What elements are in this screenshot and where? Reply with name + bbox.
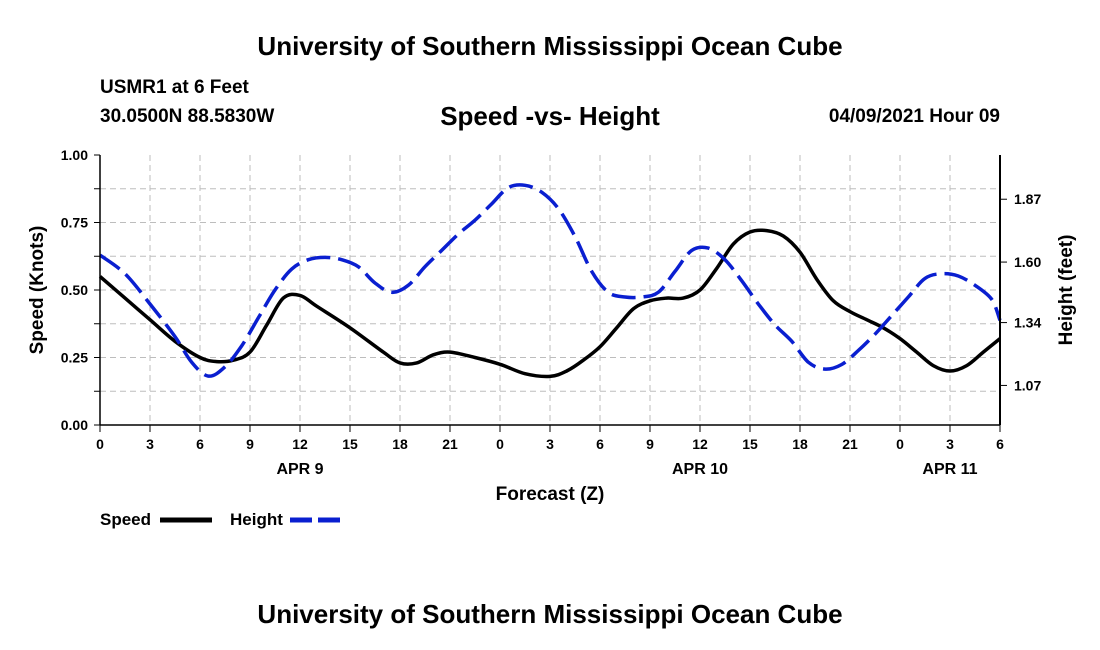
x-tick-label: 12 xyxy=(292,436,308,452)
y2-tick-label: 1.60 xyxy=(1014,254,1041,270)
x-tick-label: 3 xyxy=(146,436,154,452)
y2-tick-label: 1.07 xyxy=(1014,377,1041,393)
height-series-line xyxy=(98,183,1002,378)
page-title-bottom: University of Southern Mississippi Ocean… xyxy=(257,599,843,629)
coordinates-label: 30.0500N 88.5830W xyxy=(100,106,275,127)
x-tick-label: 18 xyxy=(392,436,408,452)
x-tick-label: 21 xyxy=(442,436,458,452)
axes-layer xyxy=(94,154,1007,432)
y-tick-label: 0.50 xyxy=(61,282,88,298)
x-tick-label: 12 xyxy=(692,436,708,452)
x-tick-label: 0 xyxy=(96,436,104,452)
station-label: USMR1 at 6 Feet xyxy=(100,77,249,98)
y-tick-label: 0.75 xyxy=(61,215,88,231)
x-tick-label: 3 xyxy=(946,436,954,452)
x-tick-label: 0 xyxy=(496,436,504,452)
forecast-datetime: 04/09/2021 Hour 09 xyxy=(828,106,1000,127)
series-layer xyxy=(98,183,1002,379)
x-tick-label: 6 xyxy=(996,436,1004,452)
grid-layer xyxy=(100,155,1000,425)
labels-layer: Forecast (Z) Speed (Knots) Height (feet)… xyxy=(27,147,1077,505)
y2-tick-label: 1.87 xyxy=(1014,191,1041,207)
day-label: APR 10 xyxy=(672,461,728,478)
x-tick-label: 18 xyxy=(792,436,808,452)
speed-series-line xyxy=(98,228,1002,379)
x-tick-label: 15 xyxy=(342,436,358,452)
page-title-top: University of Southern Mississippi Ocean… xyxy=(257,31,843,61)
chart-title: Speed -vs- Height xyxy=(440,101,660,131)
x-tick-label: 3 xyxy=(546,436,554,452)
legend-height-label: Height xyxy=(230,510,283,529)
day-label: APR 9 xyxy=(276,461,323,478)
y-tick-label: 0.25 xyxy=(61,350,88,366)
legend: Speed Height xyxy=(100,510,342,529)
y2-tick-label: 1.34 xyxy=(1014,315,1041,331)
x-tick-label: 15 xyxy=(742,436,758,452)
x-tick-label: 6 xyxy=(596,436,604,452)
x-tick-label: 9 xyxy=(246,436,254,452)
x-axis-label: Forecast (Z) xyxy=(496,484,605,505)
x-tick-label: 6 xyxy=(196,436,204,452)
x-tick-label: 9 xyxy=(646,436,654,452)
y-axis-label: Speed (Knots) xyxy=(27,226,48,355)
y-tick-label: 0.00 xyxy=(61,417,88,433)
y2-axis-label: Height (feet) xyxy=(1056,235,1077,346)
day-label: APR 11 xyxy=(922,461,977,478)
x-tick-label: 21 xyxy=(842,436,858,452)
legend-speed-label: Speed xyxy=(100,510,151,529)
y-tick-label: 1.00 xyxy=(61,147,88,163)
x-tick-label: 0 xyxy=(896,436,904,452)
